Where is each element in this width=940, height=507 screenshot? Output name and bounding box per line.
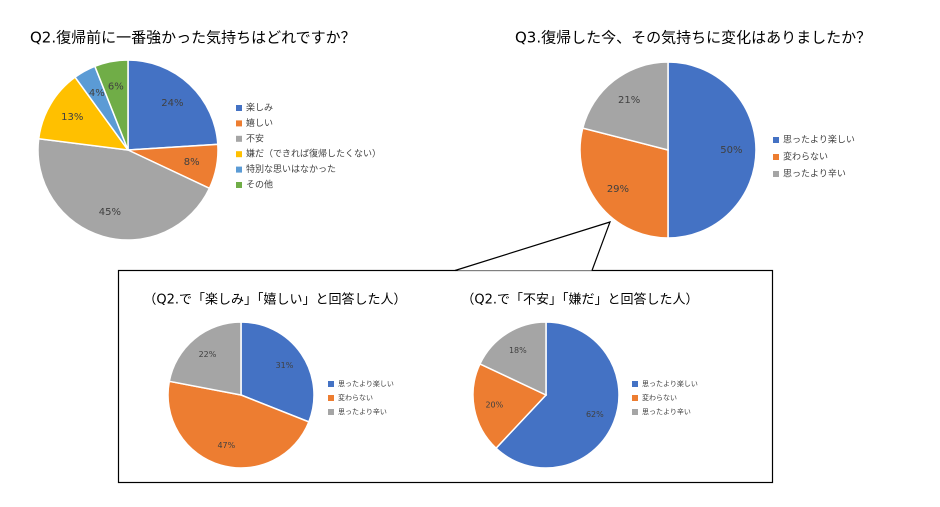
legend-swatch (773, 137, 779, 143)
pie-slice (168, 321, 242, 396)
legend-swatch (632, 395, 638, 401)
legend-label: 思ったより辛い (338, 407, 387, 416)
pie-slice (478, 321, 547, 397)
legend-swatch (632, 381, 638, 387)
legend-label: 嬉しい (246, 117, 273, 129)
pie-slice (472, 362, 548, 450)
chart-title: Q2.復帰前に一番強かった気持ちはどれですか？ (30, 29, 356, 47)
data-label: 18% (509, 346, 527, 355)
pie-slice (581, 61, 669, 151)
data-label: 24% (161, 98, 183, 109)
pie-slice (37, 76, 130, 151)
legend-swatch (632, 409, 638, 415)
data-label: 62% (586, 410, 604, 419)
legend-swatch (773, 154, 779, 160)
legend-label: 特別な思いはなかった (246, 163, 336, 175)
legend-label: 楽しみ (246, 102, 273, 114)
legend-swatch (773, 171, 779, 177)
legend-label: 変わらない (338, 393, 373, 402)
legend-swatch (328, 395, 334, 401)
pie-slice (579, 127, 669, 239)
data-label: 29% (607, 184, 629, 195)
callout (454, 221, 611, 272)
pie-slice (93, 59, 129, 151)
data-label: 4% (89, 88, 105, 99)
data-label: 13% (61, 112, 83, 123)
legend-label: 不安 (246, 132, 264, 144)
legend-label: 思ったより楽しい (338, 379, 394, 388)
chart-title: （Q2.で「楽しみ」「嬉しい」と回答した人） (143, 292, 406, 308)
data-label: 31% (276, 361, 294, 370)
pie-slice (240, 321, 315, 423)
legend-label: 思ったより楽しい (783, 134, 855, 146)
legend-swatch (236, 135, 242, 142)
data-label: 8% (184, 157, 200, 168)
chart-title: Q3.復帰した今、その気持ちに変化はありましたか？ (515, 29, 871, 47)
data-label: 22% (199, 350, 217, 359)
chart-title: （Q2.で「不安」「嫌だ」と回答した人） (461, 292, 698, 308)
pie-slice (167, 380, 310, 469)
legend-label: その他 (246, 179, 273, 191)
data-label: 21% (618, 95, 640, 106)
legend-swatch (236, 182, 242, 188)
pie-slice (127, 59, 219, 151)
detail-frame (117, 269, 774, 484)
legend-swatch (236, 166, 242, 173)
data-label: 45% (99, 207, 121, 218)
legend-swatch (236, 105, 242, 111)
legend-swatch (328, 409, 334, 415)
legend-label: 変わらない (783, 151, 828, 163)
pie-slice (37, 137, 211, 241)
legend-label: 思ったより辛い (642, 407, 691, 416)
legend-label: 変わらない (642, 393, 677, 402)
data-label: 47% (217, 441, 235, 450)
legend-swatch (236, 120, 242, 127)
pie-slice (667, 61, 757, 239)
legend-label: 思ったより楽しい (642, 379, 698, 388)
legend-swatch (328, 381, 334, 387)
legend-label: 思ったより辛い (783, 168, 846, 180)
legend-swatch (236, 151, 242, 158)
pie-slice (494, 321, 620, 469)
data-label: 20% (485, 400, 503, 409)
legend-label: 嫌だ（できれば復帰したくない） (246, 148, 381, 160)
data-label: 6% (108, 81, 124, 92)
data-label: 50% (720, 145, 742, 156)
